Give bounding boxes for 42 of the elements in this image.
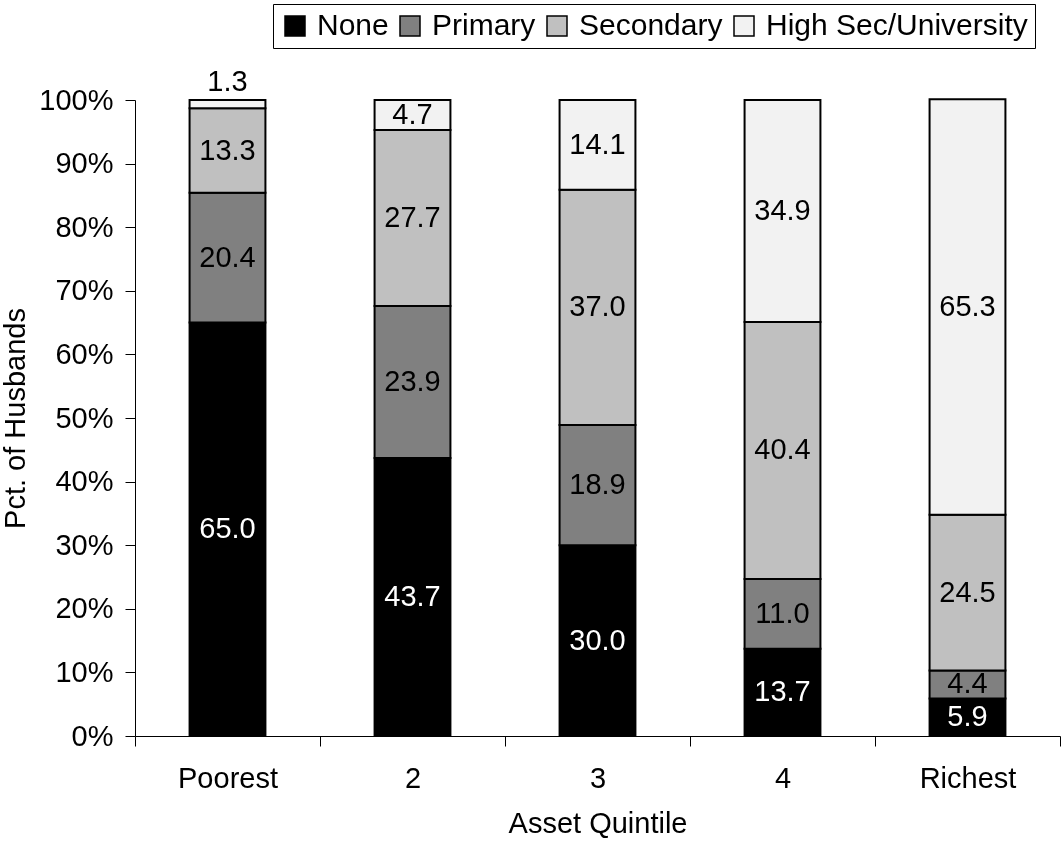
y-tick-label: 90%	[55, 147, 114, 180]
data-label: 13.7	[754, 675, 811, 708]
y-tick-label: 40%	[55, 465, 114, 498]
data-label: 4.7	[392, 97, 433, 130]
y-tick-label: 30%	[55, 528, 114, 561]
y-axis-title: Pct. of Husbands	[0, 308, 32, 529]
data-label: 24.5	[939, 575, 996, 608]
data-label: 65.3	[939, 290, 996, 323]
y-tick-label: 80%	[55, 210, 114, 243]
data-label: 40.4	[754, 433, 811, 466]
data-label: 43.7	[384, 580, 441, 613]
data-label: 65.0	[199, 512, 256, 545]
data-label: 20.4	[199, 240, 256, 273]
y-tick-label: 20%	[55, 592, 114, 625]
data-label: 5.9	[947, 700, 988, 733]
y-tick-label: 100%	[39, 83, 114, 116]
x-tick-label: Richest	[919, 761, 1017, 794]
data-label: 1.3	[207, 65, 248, 97]
y-tick-label: 50%	[55, 401, 114, 434]
data-label: 4.4	[947, 667, 988, 700]
x-tick-label: 4	[774, 761, 792, 794]
y-tick-label: 70%	[55, 274, 114, 307]
data-label: 11.0	[755, 596, 810, 629]
x-tick-label: Poorest	[178, 761, 278, 794]
data-label: 37.0	[569, 290, 626, 323]
data-label: 14.1	[569, 127, 626, 160]
x-tick-label: 2	[404, 761, 422, 794]
data-label: 13.3	[199, 133, 256, 166]
data-label: 18.9	[569, 468, 626, 501]
y-tick-label: 60%	[55, 337, 114, 370]
legend-label: None	[317, 8, 389, 41]
x-axis-title: Asset Quintile	[508, 806, 688, 839]
data-label: 23.9	[384, 365, 441, 398]
x-tick-label: 3	[589, 761, 607, 794]
legend-label: Primary	[432, 8, 536, 41]
data-label: 34.9	[754, 193, 811, 226]
data-label: 30.0	[569, 623, 626, 656]
data-label: 27.7	[384, 200, 441, 233]
legend-label: Secondary	[579, 8, 723, 41]
y-tick-label: 10%	[55, 655, 114, 688]
y-tick-label: 0%	[71, 719, 114, 752]
legend-label: High Sec/University	[766, 8, 1028, 41]
